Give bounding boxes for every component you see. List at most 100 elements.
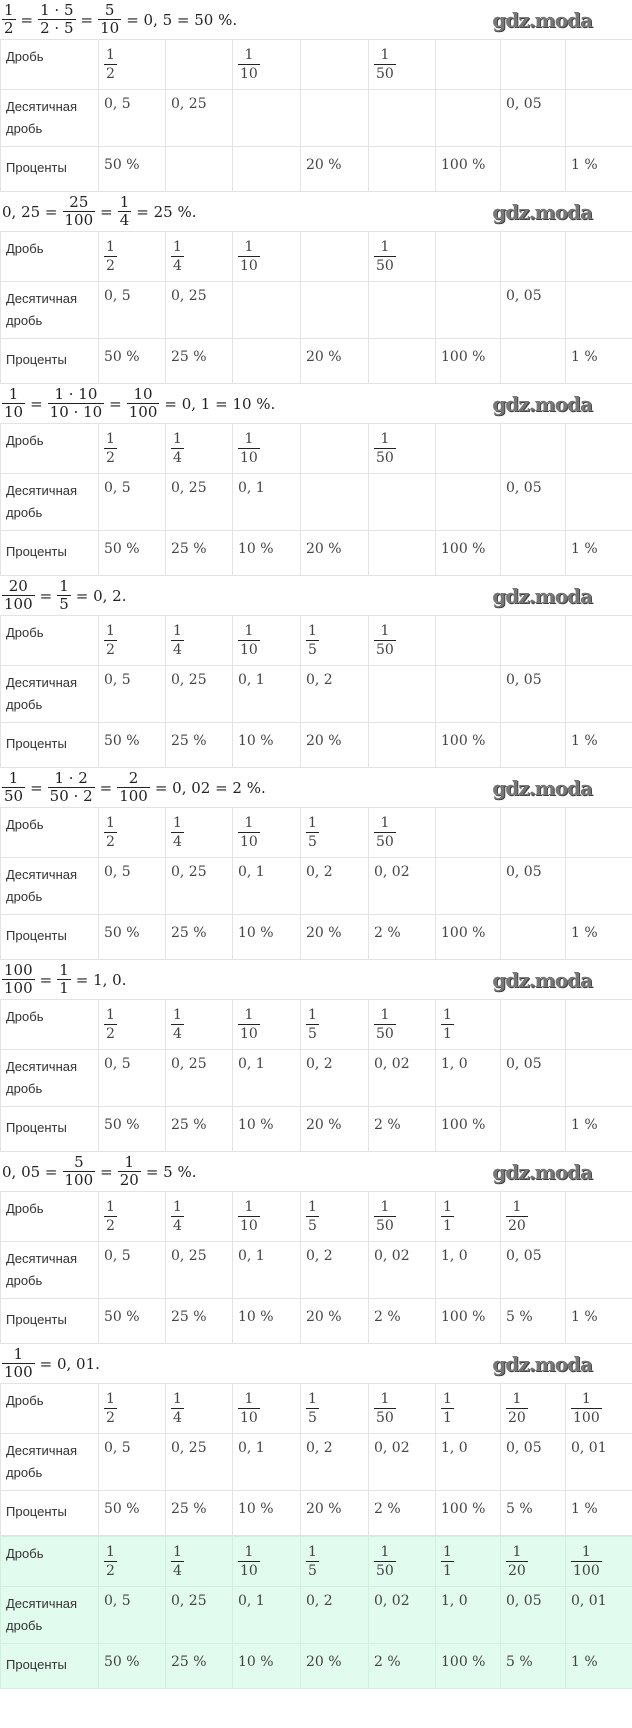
denominator: 10 [238,448,260,466]
fraction: 1 20 [117,1154,141,1189]
table-cell [565,473,632,531]
table-cell: 0, 25 [165,1586,233,1644]
table-cell: 25 % [165,1298,233,1344]
numerator: 10 [133,385,153,403]
denominator: 2 [104,64,117,82]
table-cell: 2 % [368,1106,436,1152]
denominator: 5 [57,595,71,613]
row-label: Проценты [0,146,99,192]
fraction: 1 50 [374,622,396,659]
formula: 100 100 = 1 1 = 1, 0. gdz.moda [0,960,632,999]
table-cell: 1 20 [500,1191,566,1242]
table-cell: 0, 05 [500,1586,566,1644]
table-cell: 0, 02 [368,1049,436,1107]
row-label: Десятичная дробь [0,1433,99,1491]
table-cell [300,423,369,474]
table-cell: 1, 0 [435,1433,501,1491]
conversion-table: Дробь 1 2 1 4 1 10 1 5 1 50 Десятичная дробь 0, 5 0, … [0,615,632,768]
row-label: Проценты [0,722,99,768]
numerator: 25 [69,193,89,211]
table-cell: 1 20 [500,1536,566,1587]
table-cell [565,89,632,147]
numerator: 1 [380,1007,390,1023]
numerator: 1 [173,623,182,639]
numerator: 1 [244,431,254,447]
table-cell: 1 10 [232,39,301,90]
table-cell: 0, 5 [98,281,166,339]
table-cell [165,39,233,90]
table-cell: 10 % [232,530,301,576]
row-label: Дробь [0,999,99,1050]
table-cell: 0, 1 [232,665,301,723]
row-label: Проценты [0,914,99,960]
formula: 1 100 = 0, 01. gdz.moda [0,1344,632,1383]
table-cell: 25 % [165,338,233,384]
formula-text: = 0, 02 = 2 %. [154,778,266,797]
table-cell [232,338,301,384]
table-cell: 50 % [98,914,166,960]
conversion-table: Дробь 1 2 1 4 1 10 1 5 1 50 Десятичная дробь 0, 5 0, … [0,807,632,960]
table-cell: 1, 0 [435,1241,501,1299]
table-row: Дробь 1 2 1 4 1 10 1 5 1 50 1 1 1 20 [0,1191,632,1242]
table-row: Десятичная дробь 0, 5 0, 25 0, 1 0, 2 0, 05 [0,665,632,723]
row-label: Дробь [0,231,99,282]
numerator: 1 [119,193,130,211]
row-label: Дробь [0,615,99,666]
step-section: 1 100 = 0, 01. gdz.moda Дробь 1 2 1 4 1 10 1 5 1 50 1 1 1… [0,1344,632,1536]
denominator: 10 [98,19,122,37]
fraction: 25 100 [62,193,96,229]
denominator: 1 [57,979,71,997]
table-cell: 0, 25 [165,473,233,531]
numerator: 1 [106,1007,115,1023]
table-cell: 1 % [565,1643,632,1689]
numerator: 1 [244,1199,254,1215]
numerator: 1 [173,1007,182,1023]
numerator: 1 [59,577,69,595]
table-cell [368,146,436,192]
table-cell [435,39,501,90]
watermark: gdz.moda [492,775,593,800]
table-cell [565,39,632,90]
table-cell: 0, 02 [368,857,436,915]
numerator: 1 [512,1544,522,1560]
table-cell [435,89,501,147]
numerator: 1 [308,1199,317,1215]
table-cell: 1 % [565,1298,632,1344]
numerator: 1 [380,431,390,447]
numerator: 2 [128,769,139,787]
formula-text: = [30,394,43,413]
denominator: 1 [441,1216,454,1234]
formula: 20 100 = 1 5 = 0, 2. gdz.moda [0,576,632,615]
numerator: 1 [106,239,115,255]
table-cell [500,999,566,1050]
table-cell: 1 % [565,722,632,768]
table-cell: 0, 25 [165,1049,233,1107]
table-cell: 20 % [300,1298,369,1344]
formula-text: = 0, 5 = 50 %. [126,10,238,29]
table-cell: 20 % [300,530,369,576]
table-cell: 0, 5 [98,1241,166,1299]
denominator: 5 [306,640,319,658]
table-cell: 100 % [435,530,501,576]
formula-text: 0, 25 = [2,202,58,221]
table-cell: 1 % [565,146,632,192]
denominator: 4 [171,256,184,274]
table-cell: 1 10 [232,1536,301,1587]
table-row: Десятичная дробь 0, 5 0, 25 0, 1 0, 2 0, 02 1,… [0,1433,632,1491]
fraction: 5 100 [62,1154,96,1189]
watermark: gdz.moda [492,583,593,608]
table-cell: 0, 1 [232,857,301,915]
row-label: Десятичная дробь [0,1586,99,1644]
